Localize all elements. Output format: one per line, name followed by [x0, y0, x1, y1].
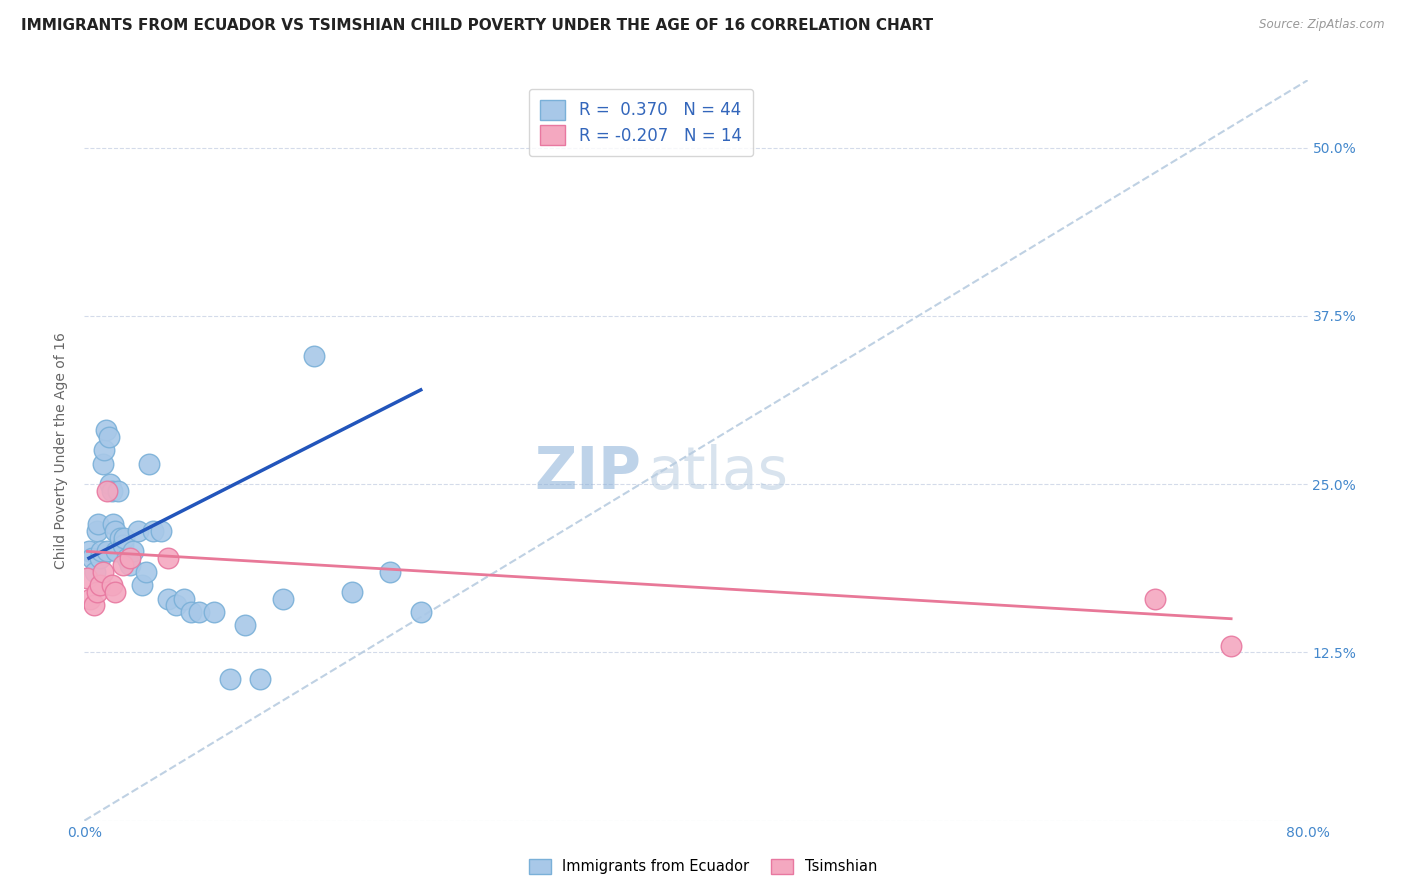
Point: [120, 558, 142, 572]
Text: ZIP: ZIP: [534, 444, 641, 501]
Point: [188, 605, 211, 619]
Point: [1143, 591, 1166, 606]
Y-axis label: Child Poverty Under the Age of 16: Child Poverty Under the Age of 16: [55, 332, 69, 569]
Point: [149, 524, 172, 539]
Point: [93, 443, 115, 458]
Point: [91, 565, 114, 579]
Point: [101, 578, 124, 592]
Point: [90, 544, 112, 558]
Point: [104, 584, 127, 599]
Point: [271, 591, 294, 606]
Point: [89, 578, 111, 592]
Point: [105, 544, 128, 558]
Point: [84, 565, 107, 579]
Point: [98, 477, 121, 491]
Legend: Immigrants from Ecuador, Tsimshian: Immigrants from Ecuador, Tsimshian: [523, 853, 883, 880]
Point: [202, 605, 225, 619]
Text: Source: ZipAtlas.com: Source: ZipAtlas.com: [1260, 18, 1385, 31]
Point: [97, 430, 120, 444]
Point: [218, 673, 240, 687]
Text: IMMIGRANTS FROM ECUADOR VS TSIMSHIAN CHILD POVERTY UNDER THE AGE OF 16 CORRELATI: IMMIGRANTS FROM ECUADOR VS TSIMSHIAN CHI…: [21, 18, 934, 33]
Text: atlas: atlas: [647, 444, 787, 501]
Point: [96, 483, 118, 498]
Point: [79, 591, 101, 606]
Point: [94, 423, 117, 437]
Point: [142, 524, 165, 539]
Point: [165, 599, 187, 613]
Point: [96, 544, 118, 558]
Point: [173, 591, 195, 606]
Point: [233, 618, 256, 632]
Point: [104, 524, 127, 539]
Point: [108, 531, 131, 545]
Legend: R =  0.370   N = 44, R = -0.207   N = 14: R = 0.370 N = 44, R = -0.207 N = 14: [529, 88, 754, 156]
Point: [101, 483, 124, 498]
Point: [127, 524, 149, 539]
Point: [180, 605, 202, 619]
Point: [122, 544, 145, 558]
Point: [1220, 639, 1243, 653]
Point: [135, 565, 157, 579]
Point: [120, 551, 142, 566]
Point: [112, 531, 135, 545]
Point: [111, 538, 134, 552]
Point: [87, 517, 110, 532]
Point: [115, 551, 138, 566]
Point: [302, 349, 325, 363]
Point: [138, 457, 160, 471]
Point: [86, 584, 108, 599]
Point: [111, 558, 134, 572]
Point: [340, 584, 363, 599]
Point: [89, 551, 111, 566]
Point: [103, 517, 125, 532]
Point: [86, 524, 108, 539]
Point: [249, 673, 271, 687]
Point: [157, 551, 180, 566]
Point: [380, 565, 402, 579]
Point: [91, 457, 114, 471]
Point: [409, 605, 432, 619]
Point: [76, 571, 98, 585]
Point: [77, 544, 100, 558]
Point: [131, 578, 153, 592]
Point: [83, 599, 105, 613]
Point: [80, 551, 103, 566]
Point: [157, 591, 180, 606]
Point: [107, 483, 129, 498]
